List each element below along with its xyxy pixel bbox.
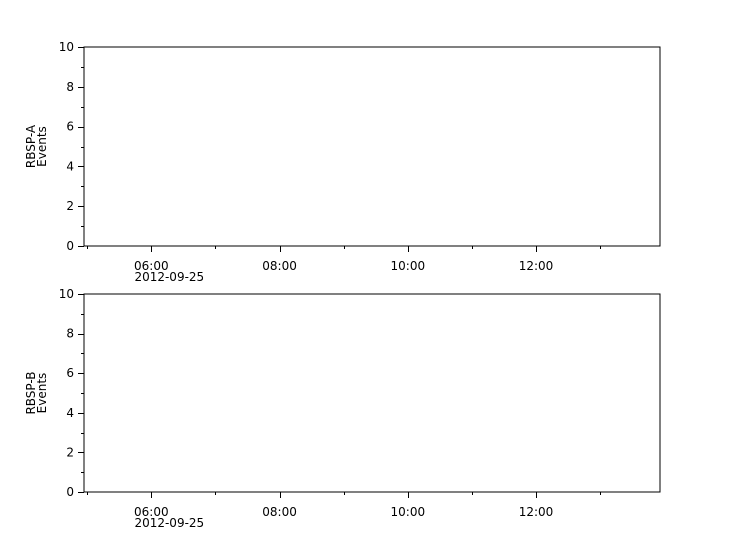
x-tick-label: 08:00: [262, 259, 297, 273]
y-tick-label: 4: [66, 159, 74, 173]
y-axis-label: Events: [35, 373, 49, 414]
y-axis-label: RBSP-B: [24, 371, 38, 414]
y-tick-label: 2: [66, 199, 74, 213]
x-tick-label: 12:00: [519, 259, 554, 273]
y-tick-label: 6: [66, 366, 74, 380]
plot-frame: [83, 46, 661, 247]
y-tick-label: 8: [66, 327, 74, 341]
y-axis-label: Events: [35, 126, 49, 167]
x-tick-label: 06:00: [134, 505, 169, 519]
y-tick-label: 6: [66, 120, 74, 134]
x-tick-label: 12:00: [519, 505, 554, 519]
y-tick-label: 10: [59, 287, 74, 301]
y-tick-label: 10: [59, 40, 74, 54]
x-tick-label: 06:00: [134, 259, 169, 273]
x-date-label: 2012-09-25: [134, 270, 204, 284]
y-tick-label: 8: [66, 80, 74, 94]
y-tick-label: 2: [66, 445, 74, 459]
y-axis-label: RBSP-A: [24, 124, 38, 168]
y-tick-label: 0: [66, 239, 74, 253]
x-date-label: 2012-09-25: [134, 516, 204, 530]
x-tick-label: 08:00: [262, 505, 297, 519]
x-tick-label: 10:00: [391, 259, 426, 273]
y-tick-label: 4: [66, 406, 74, 420]
x-tick-label: 10:00: [391, 505, 426, 519]
plot-frame: [83, 293, 661, 493]
y-tick-label: 0: [66, 485, 74, 499]
